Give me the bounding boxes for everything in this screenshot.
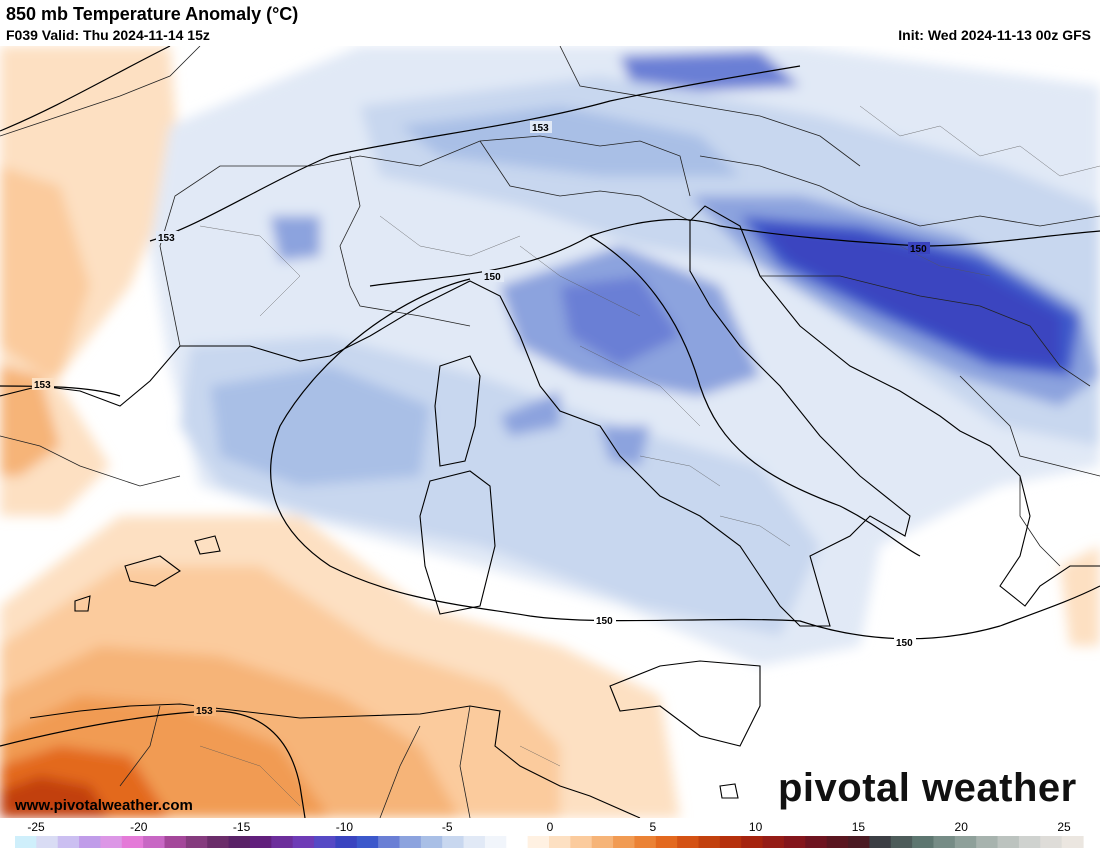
colorbar-swatch [143,836,166,848]
contour-labels: 153 153 153 150 150 150 150 153 [32,121,930,717]
colorbar-swatch [1040,836,1063,848]
contour-label-bg [32,378,54,390]
colorbar-swatch [933,836,956,848]
colorbar-swatch [463,836,486,848]
colorbar-swatch [762,836,785,848]
colorbar-swatch [207,836,230,848]
anomaly-shading [0,46,1100,818]
contour-label: 150 [910,244,927,255]
colorbar-tick-label: 0 [547,820,554,834]
colorbar-swatch [506,836,529,848]
colorbar-swatch [719,836,742,848]
contour-label: 153 [196,706,213,717]
colorbar-swatch [292,836,315,848]
contour-label-bg [156,231,178,243]
contour-label-bg [530,121,552,133]
colorbar-swatch [549,836,571,848]
colorbar-swatch [57,836,80,848]
colorbar-tick-label: 10 [749,820,763,834]
colorbar-tick-label: 20 [955,820,969,834]
colorbar-tick-label: -10 [336,820,354,834]
contour-label-bg [894,636,916,648]
map-title: 850 mb Temperature Anomaly (°C) [6,4,299,24]
colorbar-swatch [613,836,636,848]
colorbar-tick-label: -25 [27,820,45,834]
colorbar-swatch [249,836,272,848]
colorbar-tick-label: 5 [649,820,656,834]
colorbar-swatch [356,836,379,848]
contour-label: 150 [896,638,913,649]
colorbar-swatch [677,836,700,848]
colorbar-graphic: -25 -20 -15 -10 -5 0 5 10 15 20 25 [15,820,1084,848]
colorbar-swatch [121,836,144,848]
website-url: www.pivotalweather.com [15,797,193,814]
contour-label: 153 [34,380,51,391]
height-contours [0,46,1100,818]
colorbar-swatch [164,836,187,848]
colorbar-swatch [741,836,764,848]
colorbar-tick-label: -20 [130,820,148,834]
colorbar-tick-label: -15 [233,820,251,834]
colorbar-swatch [570,836,593,848]
colorbar-swatch [314,836,336,848]
colorbar-swatch [591,836,614,848]
colorbar: -25 -20 -15 -10 -5 0 5 10 15 20 25 [0,818,1100,850]
colorbar-swatch [783,836,806,848]
colorbar-swatch [442,836,465,848]
colorbar-swatch [976,836,999,848]
valid-time: F039 Valid: Thu 2024-11-14 15z [6,27,210,43]
colorbar-swatch [805,836,828,848]
colorbar-swatch [997,836,1020,848]
colorbar-swatch [271,836,294,848]
contour-label-bg [194,704,216,716]
temperature-anomaly-map: 153 153 153 150 150 150 150 153 [0,46,1100,818]
colorbar-swatch [527,836,550,848]
brand-logo: pivotal weather [778,766,1077,810]
colorbar-tick-label: -5 [442,820,453,834]
colorbar-tick-label: 15 [852,820,866,834]
colorbar-swatch [869,836,892,848]
contour-label: 150 [596,616,613,627]
colorbar-swatch [15,836,37,848]
colorbar-swatch [399,836,422,848]
colorbar-swatch [228,836,251,848]
colorbar-swatch [335,836,358,848]
colorbar-swatch [420,836,443,848]
regional-borders [199,105,1100,807]
colorbar-swatch [484,836,507,848]
colorbar-swatch [826,836,849,848]
colorbar-swatch [698,836,721,848]
colorbar-swatch [36,836,59,848]
contour-label-bg [482,270,504,282]
colorbar-swatch [1018,836,1041,848]
colorbar-swatch [848,836,870,848]
colorbar-swatch [185,836,208,848]
colorbar-swatch [890,836,913,848]
colorbar-swatch [634,836,657,848]
colorbar-swatch [378,836,401,848]
contour-label-bg [594,614,616,626]
coastlines [0,205,1100,818]
colorbar-tick-label: 25 [1057,820,1071,834]
colorbar-swatch [1061,836,1084,848]
colorbar-swatch [954,836,977,848]
colorbar-swatch [79,836,102,848]
contour-label-bg [908,242,930,254]
colorbar-swatch [912,836,935,848]
contour-label: 150 [484,272,501,283]
colorbar-swatch [100,836,123,848]
colorbar-swatch [655,836,678,848]
contour-label: 153 [158,233,175,244]
contour-label: 153 [532,123,549,134]
header: 850 mb Temperature Anomaly (°C) F039 Val… [0,0,1100,46]
init-time: Init: Wed 2024-11-13 00z GFS [898,27,1091,43]
country-borders [0,46,1100,818]
